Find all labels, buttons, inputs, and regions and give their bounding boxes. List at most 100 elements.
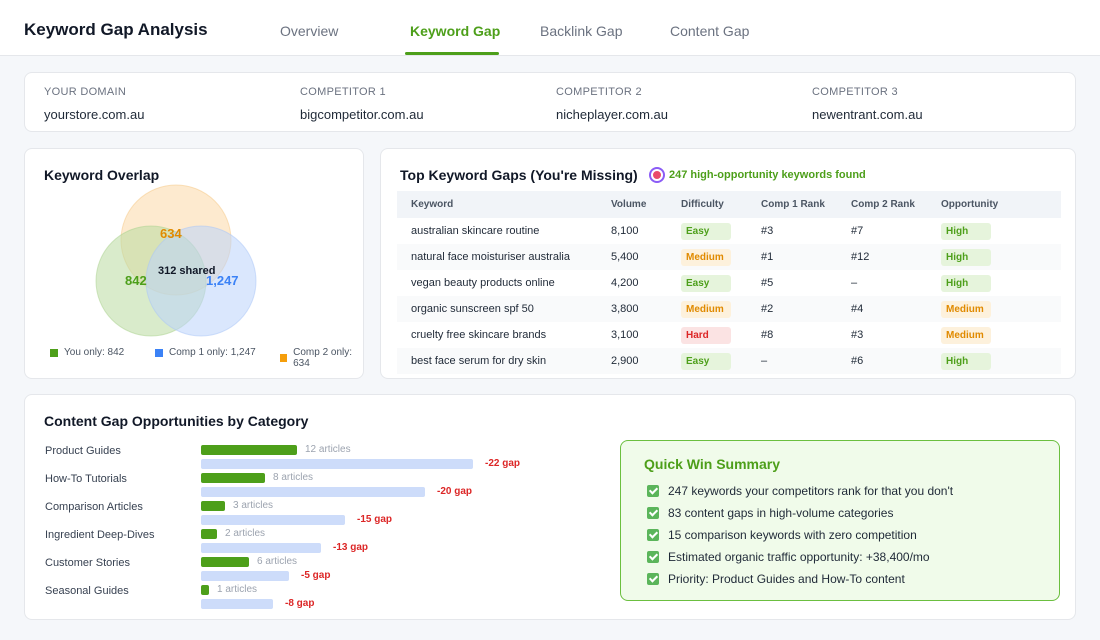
volume-cell: 8,100 xyxy=(611,225,639,237)
quick-win-title: Quick Win Summary xyxy=(644,456,781,472)
tab-content-gap[interactable]: Content Gap xyxy=(670,23,750,39)
venn-comp1-count: 1,247 xyxy=(206,273,239,288)
opportunity-badge: High xyxy=(941,352,991,370)
volume-cell: 4,200 xyxy=(611,277,639,289)
legend-swatch-you xyxy=(50,348,58,357)
opportunity-badge: Medium xyxy=(941,326,991,344)
col-comp1-rank[interactable]: Comp 1 Rank xyxy=(747,191,837,218)
comp1-rank-cell: #8 xyxy=(761,329,774,341)
col-keyword[interactable]: Keyword xyxy=(397,191,597,218)
quick-win-item: Estimated organic traffic opportunity: +… xyxy=(647,550,930,564)
gap-label: -8 gap xyxy=(285,598,315,609)
comp2-rank-cell: #7 xyxy=(851,225,864,237)
quick-win-item: 83 content gaps in high-volume categorie… xyxy=(647,506,893,520)
difficulty-badge: Easy xyxy=(681,352,731,370)
table-row[interactable]: organic sunscreen spf 50 3,800 Medium #2… xyxy=(397,296,1061,322)
opportunity-badge: High xyxy=(941,274,991,292)
gap-label: -20 gap xyxy=(437,486,473,497)
table-row[interactable]: cruelty free skincare brands 3,100 Hard … xyxy=(397,322,1061,348)
difficulty-badge: Easy xyxy=(681,222,731,240)
col-comp2-rank[interactable]: Comp 2 Rank xyxy=(837,191,927,218)
table-row[interactable]: vegan beauty products online 4,200 Easy … xyxy=(397,270,1061,296)
legend-comp1: Comp 1 only: 1,247 xyxy=(155,347,256,358)
gap-label: -15 gap xyxy=(357,514,393,525)
quick-win-text: Estimated organic traffic opportunity: +… xyxy=(668,550,930,564)
opportunity-cell: High xyxy=(927,218,1061,244)
your-articles-bar xyxy=(201,585,209,595)
venn-circle-comp1 xyxy=(145,225,257,337)
col-difficulty[interactable]: Difficulty xyxy=(667,191,747,218)
keyword-gaps-title: Top Keyword Gaps (You're Missing) xyxy=(400,167,638,183)
comp2-rank-cell: – xyxy=(851,277,858,289)
competitor-1-value: bigcompetitor.com.au xyxy=(300,107,424,122)
comp2-rank-cell: #3 xyxy=(851,329,864,341)
legend-comp1-label: Comp 1 only: 1,247 xyxy=(169,347,256,358)
col-opportunity[interactable]: Opportunity xyxy=(927,191,1061,218)
quick-win-text: 83 content gaps in high-volume categorie… xyxy=(668,506,894,520)
category-label: Customer Stories xyxy=(45,557,130,569)
category-label: How-To Tutorials xyxy=(45,473,127,485)
difficulty-badge: Easy xyxy=(681,274,731,292)
category-label: Ingredient Deep-Dives xyxy=(45,529,155,541)
volume-cell: 3,800 xyxy=(597,296,667,322)
quick-win-text: Priority: Product Guides and How-To cont… xyxy=(668,572,905,586)
your-articles-bar xyxy=(201,557,249,567)
checkbox-icon xyxy=(647,507,659,519)
articles-label: 3 articles xyxy=(233,500,274,511)
competitor-articles-bar xyxy=(201,459,473,469)
quick-win-summary: Quick Win Summary 247 keywords your comp… xyxy=(620,440,1060,601)
competitor-articles-bar xyxy=(201,487,425,497)
competitor-articles-bar xyxy=(201,571,289,581)
opportunity-badge: Medium xyxy=(941,300,991,318)
top-bar: Keyword Gap Analysis Overview Keyword Ga… xyxy=(0,0,1100,56)
page-title: Keyword Gap Analysis xyxy=(24,20,208,39)
competitor-2-label: COMPETITOR 2 xyxy=(556,86,642,98)
legend-comp2-label: Comp 2 only: 634 xyxy=(293,347,353,369)
articles-label: 6 articles xyxy=(257,556,298,567)
high-opportunity-text: 247 high-opportunity keywords found xyxy=(669,169,866,181)
col-volume[interactable]: Volume xyxy=(597,191,667,218)
venn-comp2-count: 634 xyxy=(160,226,182,241)
venn-diagram xyxy=(95,184,257,337)
your-domain-label: YOUR DOMAIN xyxy=(44,86,127,98)
table-row[interactable]: best face serum for dry skin 2,900 Easy … xyxy=(397,348,1061,374)
quick-win-text: 15 comparison keywords with zero competi… xyxy=(668,528,917,542)
articles-label: 8 articles xyxy=(273,472,314,483)
gap-label: -5 gap xyxy=(301,570,331,581)
checkbox-icon xyxy=(647,551,659,563)
comp1-rank-cell: #3 xyxy=(761,225,774,237)
competitor-articles-bar xyxy=(201,599,273,609)
difficulty-cell: Hard xyxy=(667,322,747,348)
competitor-1-label: COMPETITOR 1 xyxy=(300,86,386,98)
tab-overview[interactable]: Overview xyxy=(280,23,339,39)
legend-swatch-comp1 xyxy=(155,348,163,357)
comp1-rank-cell: – xyxy=(747,348,837,374)
comp1-rank-cell: #2 xyxy=(747,296,837,322)
keyword-cell: vegan beauty products online xyxy=(411,277,555,289)
quick-win-item: Priority: Product Guides and How-To cont… xyxy=(647,572,905,586)
quick-win-item: 247 keywords your competitors rank for t… xyxy=(647,484,953,498)
keyword-cell: australian skincare routine xyxy=(411,225,540,237)
quick-win-text: 247 keywords your competitors rank for t… xyxy=(668,484,954,498)
tab-keyword-gap[interactable]: Keyword Gap xyxy=(410,23,501,39)
checkbox-icon xyxy=(647,485,659,497)
keyword-overlap-card: Keyword Overlap 634 842 1,247 312 shared… xyxy=(24,148,364,379)
tab-backlink-gap[interactable]: Backlink Gap xyxy=(540,23,623,39)
venn-you-count: 842 xyxy=(125,273,147,288)
competitor-articles-bar xyxy=(201,543,321,553)
keyword-gap-table: Keyword Volume Difficulty Comp 1 Rank Co… xyxy=(397,191,1061,374)
difficulty-cell: Medium xyxy=(667,296,747,322)
target-icon xyxy=(651,169,663,181)
opportunity-cell: High xyxy=(927,348,1061,374)
your-domain-value: yourstore.com.au xyxy=(44,107,145,122)
table-row[interactable]: natural face moisturiser australia 5,400… xyxy=(397,244,1061,270)
table-row[interactable]: australian skincare routine 8,100 Easy #… xyxy=(397,218,1061,244)
difficulty-cell: Easy xyxy=(667,348,747,374)
gap-label: -13 gap xyxy=(333,542,369,553)
comp2-rank-cell: #6 xyxy=(837,348,927,374)
table-header-row: Keyword Volume Difficulty Comp 1 Rank Co… xyxy=(397,191,1061,218)
articles-label: 1 articles xyxy=(217,584,258,595)
comp2-rank-cell: #12 xyxy=(837,244,927,270)
competitor-2-value: nicheplayer.com.au xyxy=(556,107,669,122)
volume-cell: 2,900 xyxy=(597,348,667,374)
